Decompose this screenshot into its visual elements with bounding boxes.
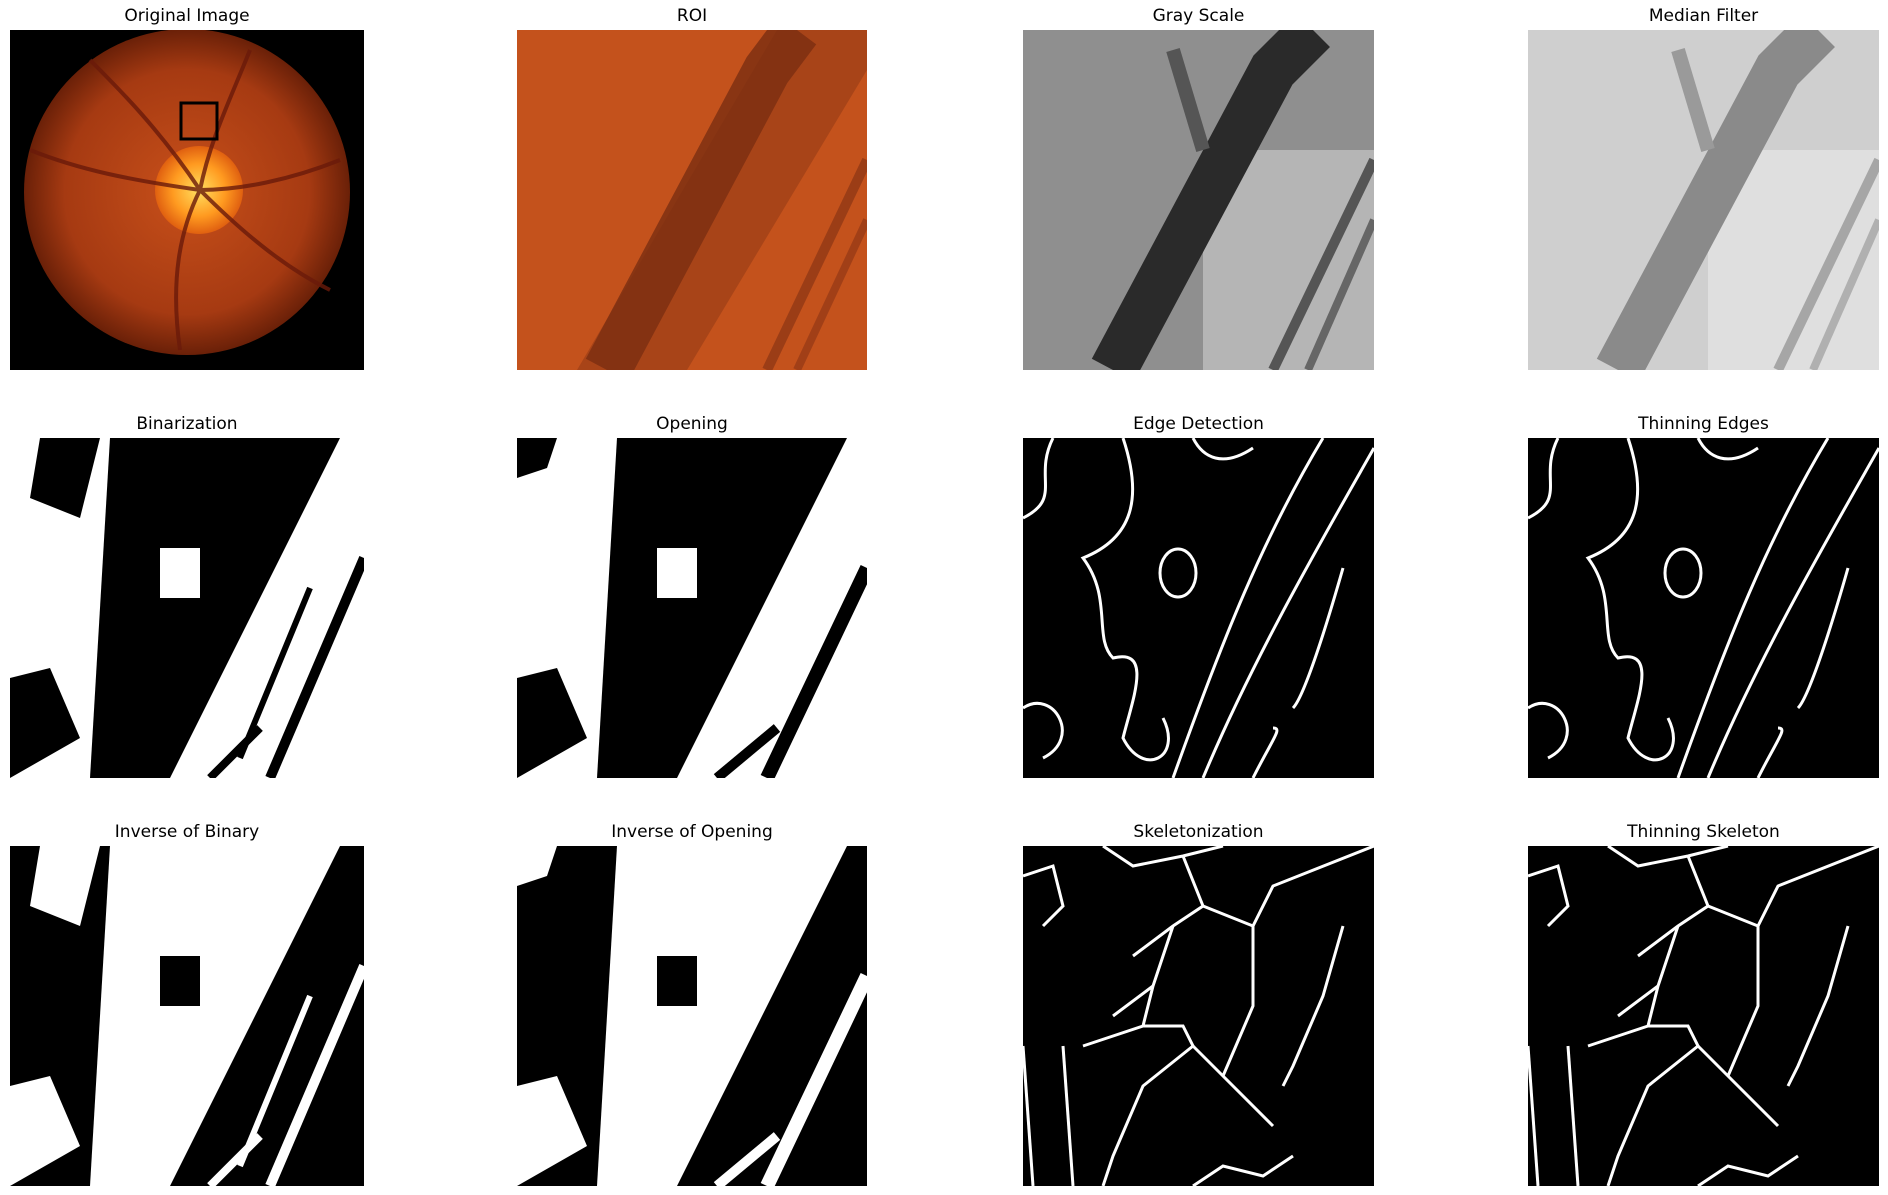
panel-edge-detection: Edge Detection bbox=[1023, 414, 1374, 780]
inverse-opening-image bbox=[517, 846, 867, 1186]
panel-title: Inverse of Opening bbox=[611, 822, 773, 842]
skeleton-image bbox=[1023, 846, 1374, 1186]
panel-title: Skeletonization bbox=[1133, 822, 1264, 842]
median-image bbox=[1528, 30, 1879, 370]
panel-inverse-opening: Inverse of Opening bbox=[517, 822, 867, 1188]
opening-image bbox=[517, 438, 867, 778]
panel-inverse-binary: Inverse of Binary bbox=[10, 822, 364, 1188]
panel-title: Median Filter bbox=[1648, 6, 1759, 26]
panel-thinning-skeleton: Thinning Skeleton bbox=[1528, 822, 1879, 1188]
panel-title: Thinning Edges bbox=[1638, 414, 1769, 434]
panel-title: Thinning Skeleton bbox=[1627, 822, 1780, 842]
panel-title: Opening bbox=[656, 414, 728, 434]
panel-title: Inverse of Binary bbox=[114, 822, 260, 842]
panel-thinning-edges: Thinning Edges bbox=[1528, 414, 1879, 780]
panel-opening: Opening bbox=[517, 414, 867, 780]
panel-title: Edge Detection bbox=[1133, 414, 1264, 434]
panel-binarization: Binarization bbox=[10, 414, 364, 780]
thinning-edges-image bbox=[1528, 438, 1879, 778]
inverse-binary-image bbox=[10, 846, 364, 1186]
panel-gray-scale: Gray Scale bbox=[1023, 6, 1374, 370]
roi-image bbox=[517, 30, 867, 370]
panel-skeletonization: Skeletonization bbox=[1023, 822, 1374, 1188]
panel-original-image: Original Image bbox=[10, 6, 364, 370]
fundus-image bbox=[10, 30, 364, 370]
panel-median-filter: Median Filter bbox=[1528, 6, 1879, 370]
panel-title: ROI bbox=[676, 6, 708, 26]
gray-image bbox=[1023, 30, 1374, 370]
panel-title: Binarization bbox=[136, 414, 238, 434]
edge-image bbox=[1023, 438, 1374, 778]
binary-image bbox=[10, 438, 364, 778]
thinning-skeleton-image bbox=[1528, 846, 1879, 1186]
roi-box bbox=[179, 101, 219, 141]
panel-title: Gray Scale bbox=[1152, 6, 1245, 26]
panel-roi: ROI bbox=[517, 6, 867, 370]
panel-title: Original Image bbox=[124, 6, 250, 26]
